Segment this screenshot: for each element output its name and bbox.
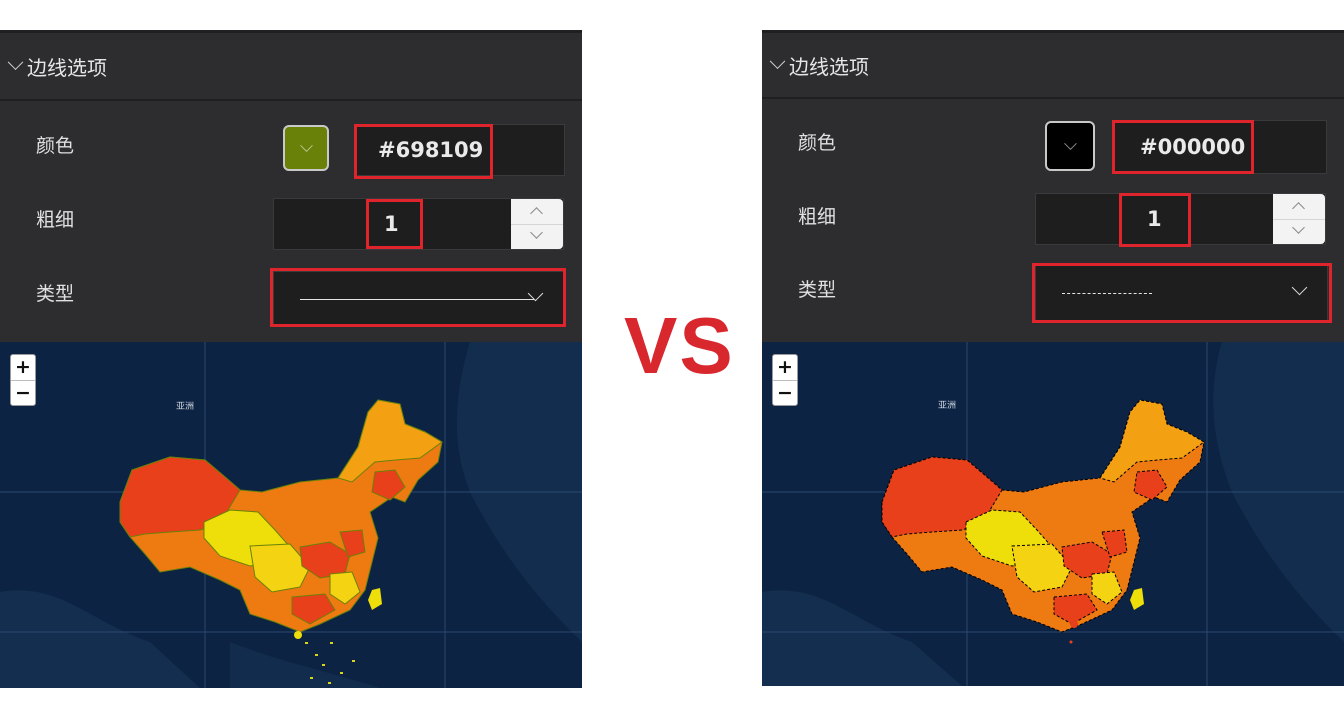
chevron-down-icon [1291, 279, 1308, 296]
zoom-out-button[interactable]: − [777, 382, 793, 404]
stepper-up-button[interactable] [1273, 194, 1325, 220]
china-choropleth-map [0, 342, 582, 688]
chevron-down-icon [299, 138, 313, 152]
color-label: 颜色 [36, 135, 75, 157]
vs-text: VS [624, 301, 735, 390]
china-choropleth-map [762, 342, 1344, 686]
border-options-panel-right: 边线选项 颜色 #000000 粗细 1 类型 [762, 30, 1344, 345]
color-hex-input[interactable]: #698109 [355, 124, 565, 176]
zoom-in-button[interactable]: + [773, 355, 797, 381]
width-label: 粗细 [798, 206, 837, 228]
color-swatch[interactable] [1045, 121, 1095, 171]
chevron-down-icon [769, 52, 786, 69]
width-label: 粗细 [36, 209, 75, 231]
chevron-down-icon [1063, 136, 1077, 150]
width-value: 1 [384, 212, 399, 236]
type-label: 类型 [798, 279, 837, 301]
line-type-select[interactable] [273, 271, 564, 325]
zoom-control[interactable]: + − [772, 354, 798, 406]
width-value: 1 [1147, 207, 1162, 231]
stepper-down-button[interactable] [511, 224, 563, 249]
asia-map-label: 亚洲 [176, 402, 195, 412]
solid-line-preview [300, 299, 534, 300]
asia-map-label: 亚洲 [938, 401, 957, 411]
section-title: 边线选项 [789, 54, 869, 79]
width-number-input[interactable]: 1 [1035, 193, 1326, 245]
color-hex-value: #000000 [1140, 135, 1246, 159]
width-stepper[interactable] [511, 199, 563, 249]
border-options-panel-left: 边线选项 颜色 #698109 粗细 1 类型 [0, 30, 582, 345]
color-label: 颜色 [798, 132, 837, 154]
section-header-border-options[interactable]: 边线选项 [0, 33, 582, 101]
zoom-out-button[interactable]: − [15, 382, 31, 404]
line-type-select[interactable] [1035, 265, 1328, 321]
stepper-down-button[interactable] [1273, 219, 1325, 244]
color-hex-value: #698109 [378, 138, 484, 162]
width-stepper[interactable] [1273, 194, 1325, 244]
chevron-down-icon [7, 53, 24, 70]
color-hex-input[interactable]: #000000 [1112, 120, 1327, 174]
section-title: 边线选项 [27, 55, 107, 80]
zoom-control[interactable]: + − [10, 354, 36, 406]
stepper-up-button[interactable] [511, 199, 563, 225]
chevron-down-icon [530, 226, 543, 239]
section-header-border-options[interactable]: 边线选项 [762, 33, 1344, 99]
dashed-line-preview [1062, 293, 1152, 294]
width-number-input[interactable]: 1 [273, 198, 564, 250]
map-view-left[interactable]: 亚洲 + − [0, 342, 582, 688]
map-view-right[interactable]: 亚洲 + − [762, 342, 1344, 686]
type-label: 类型 [36, 283, 75, 305]
color-swatch[interactable] [283, 125, 329, 171]
chevron-up-icon [530, 207, 543, 220]
chevron-up-icon [1292, 202, 1305, 215]
chevron-down-icon [1292, 221, 1305, 234]
zoom-in-button[interactable]: + [11, 355, 35, 381]
